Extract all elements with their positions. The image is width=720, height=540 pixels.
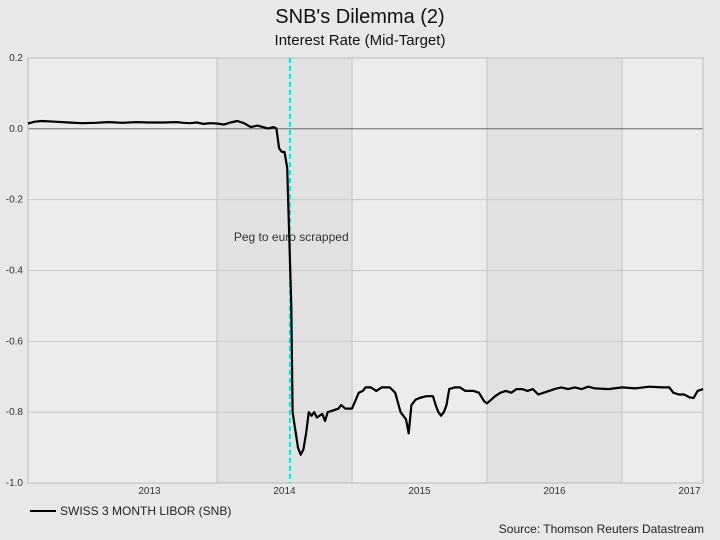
x-tick-label: 2014	[273, 486, 296, 497]
y-tick-label: 0.2	[9, 53, 23, 64]
annotation-text: Peg to euro scrapped	[234, 230, 349, 244]
y-tick-label: -1.0	[6, 478, 24, 489]
x-tick-label: 2015	[408, 486, 431, 497]
chart-title: SNB's Dilemma (2)	[275, 6, 445, 28]
x-tick-label: 2016	[543, 486, 566, 497]
legend-label: SWISS 3 MONTH LIBOR (SNB)	[60, 504, 232, 518]
chart-subtitle: Interest Rate (Mid-Target)	[274, 32, 446, 49]
series-line	[27, 119, 704, 456]
legend: SWISS 3 MONTH LIBOR (SNB)	[30, 504, 231, 518]
y-tick-label: -0.2	[6, 195, 24, 206]
y-tick-label: 0.0	[9, 124, 23, 135]
plot-frame	[27, 57, 704, 484]
y-tick-label: -0.8	[6, 407, 24, 418]
y-tick-label: -0.4	[6, 266, 24, 277]
source-note: Source: Thomson Reuters Datastream	[498, 522, 704, 536]
x-tick-label: 2017	[678, 486, 701, 497]
x-tick-label: 2013	[138, 486, 161, 497]
y-tick-label: -0.6	[6, 336, 24, 347]
legend-swatch	[30, 510, 56, 512]
